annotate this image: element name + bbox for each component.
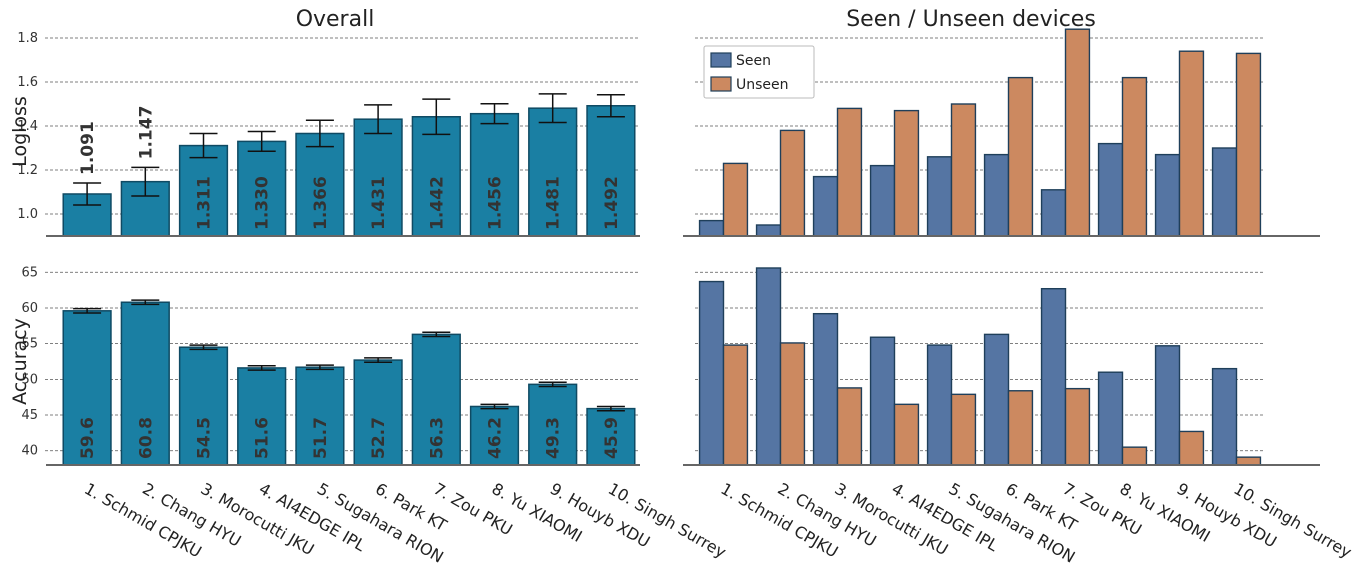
data-label: 1.456 <box>486 176 506 230</box>
bar-unseen <box>893 109 920 237</box>
bar-unseen <box>836 107 863 237</box>
bar-seen <box>755 224 782 237</box>
bar-unseen <box>1235 456 1262 466</box>
bar-seen <box>812 312 839 466</box>
legend: Seen Unseen <box>703 45 815 99</box>
bar-unseen <box>722 162 749 237</box>
data-label: 1.442 <box>427 176 447 230</box>
panel-title: Overall <box>296 7 375 32</box>
y-tick-label: 55 <box>21 337 38 352</box>
bar-seen <box>983 333 1010 466</box>
y-tick-label: 45 <box>21 408 38 423</box>
legend-swatch-seen <box>710 52 732 68</box>
bar-unseen <box>1064 28 1091 237</box>
legend-label-unseen: Unseen <box>736 77 789 93</box>
legend-swatch-unseen <box>710 76 732 92</box>
data-label: 1.481 <box>544 176 564 230</box>
bar-unseen <box>1121 446 1148 466</box>
y-tick-label: 1.2 <box>17 163 38 178</box>
bar-seen <box>812 175 839 237</box>
chart-overall-accuracy: 40 45 50 55 60 65 Accuracy 59.6 60.8 54.5 51.6 51.7… <box>9 265 729 566</box>
data-label: 1.330 <box>253 176 273 230</box>
bar-unseen <box>1178 50 1205 237</box>
chart-overall-logloss: 1.0 1.2 1.4 1.6 1.8 Logloss Overall 1.091 1.147 1… <box>9 7 640 237</box>
bar-unseen <box>1007 390 1034 466</box>
bar <box>528 107 578 237</box>
y-axis-label: Accuracy <box>9 318 31 405</box>
bar-seen <box>1097 371 1124 466</box>
bar-unseen <box>950 393 977 466</box>
data-label: 1.311 <box>195 176 215 230</box>
bar-seen <box>869 336 896 466</box>
bar-seen <box>869 164 896 237</box>
data-label: 1.431 <box>369 176 389 230</box>
y-axis-label: Logloss <box>9 96 31 167</box>
bar-unseen <box>1007 76 1034 237</box>
data-label: 56.3 <box>427 417 447 459</box>
bar <box>411 116 461 237</box>
bar <box>178 346 229 466</box>
bar-seen <box>698 219 725 237</box>
y-tick-label: 60 <box>21 301 38 316</box>
data-label: 1.366 <box>311 176 331 230</box>
bar-unseen <box>836 387 863 466</box>
bar-seen <box>1154 345 1181 466</box>
data-label: 45.9 <box>602 417 622 459</box>
bar-unseen <box>1178 430 1205 466</box>
bar-unseen <box>893 403 920 466</box>
bar <box>237 140 287 237</box>
data-label: 60.8 <box>136 417 156 459</box>
bar <box>295 366 345 466</box>
y-tick-label: 40 <box>21 444 38 459</box>
y-tick-label: 50 <box>21 372 38 387</box>
bar-unseen <box>1064 387 1091 466</box>
bar-seen <box>1040 189 1067 237</box>
y-tick-label: 1.6 <box>17 75 38 90</box>
data-label: 46.2 <box>486 417 506 459</box>
data-label: 51.7 <box>311 417 331 459</box>
bar-seen <box>1211 147 1238 237</box>
panel-title: Seen / Unseen devices <box>846 7 1096 32</box>
data-label: 49.3 <box>544 417 564 459</box>
bar-unseen <box>779 129 806 237</box>
bar <box>178 144 229 237</box>
bar-unseen <box>722 344 749 466</box>
bar <box>469 112 520 237</box>
bar-unseen <box>1121 76 1148 237</box>
bar-seen <box>1211 367 1238 466</box>
bar <box>295 132 345 237</box>
y-tick-label: 1.4 <box>17 119 38 134</box>
bar-unseen <box>950 103 977 237</box>
bar-unseen <box>1235 52 1262 237</box>
bar-unseen <box>779 342 806 466</box>
legend-label-seen: Seen <box>736 53 771 69</box>
y-tick-label: 1.8 <box>17 31 38 46</box>
bar-seen <box>926 344 953 466</box>
bar-seen <box>926 156 953 237</box>
data-label: 52.7 <box>369 417 389 459</box>
bar <box>353 118 403 237</box>
data-label: 51.6 <box>253 417 273 459</box>
data-label: 1.147 <box>136 106 156 160</box>
bar-seen <box>1040 287 1067 466</box>
data-label: 1.091 <box>78 121 98 175</box>
bar-seen <box>1097 142 1124 237</box>
y-tick-label: 1.0 <box>17 207 38 222</box>
chart-devices-logloss: Seen / Unseen devices Seen Unseen <box>683 7 1320 237</box>
data-label: 59.6 <box>78 417 98 459</box>
bar <box>586 407 636 466</box>
data-label: 54.5 <box>195 417 215 459</box>
bar <box>62 310 112 466</box>
y-tick-label: 65 <box>21 265 38 280</box>
data-label: 1.492 <box>602 176 622 230</box>
bar-seen <box>1154 153 1181 237</box>
bar-seen <box>698 280 725 466</box>
bar-seen <box>983 153 1010 237</box>
bar-seen <box>755 267 782 466</box>
